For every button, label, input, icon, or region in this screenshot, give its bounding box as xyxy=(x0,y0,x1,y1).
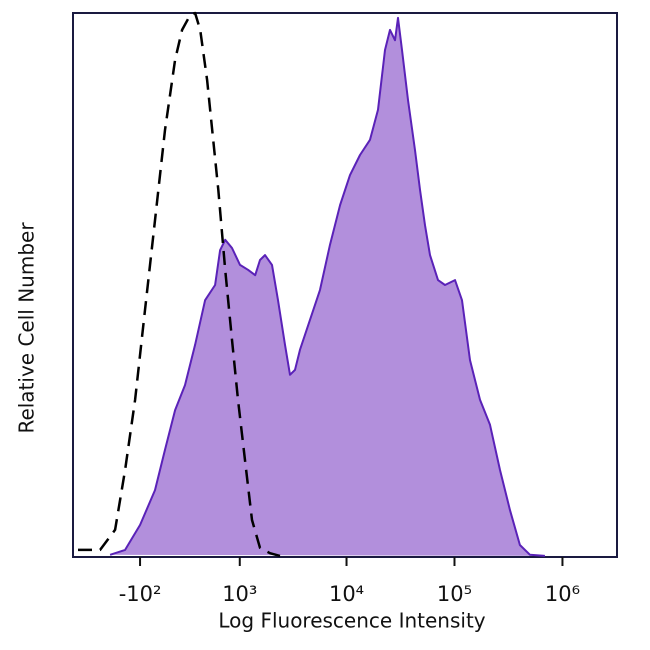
x-tick-label: -10² xyxy=(119,582,162,606)
y-axis-label: Relative Cell Number xyxy=(15,222,39,434)
x-tick-label: 10⁵ xyxy=(437,582,472,606)
filled-histogram xyxy=(109,16,545,557)
dashed-histogram xyxy=(78,11,281,558)
x-tick-label: 10⁶ xyxy=(545,582,580,606)
x-tick-label: 10³ xyxy=(222,582,257,606)
plot-frame xyxy=(72,12,618,558)
x-tick-label: 10⁴ xyxy=(329,582,364,606)
x-axis-label: Log Fluorescence Intensity xyxy=(218,609,485,633)
